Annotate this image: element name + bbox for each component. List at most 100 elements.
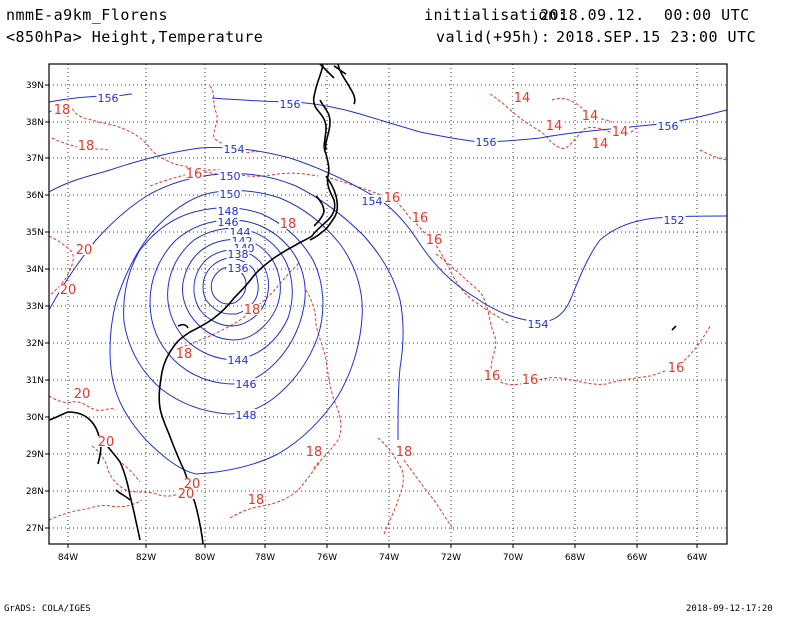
lat-tick-label: 28N: [26, 487, 44, 497]
temperature-contour-label-bg: [667, 362, 685, 373]
temperature-contour-20-south: [49, 499, 143, 521]
temperature-contour-label-bg: [521, 374, 539, 385]
height-contour-label-bg: [230, 235, 254, 246]
height-contour-label-bg: [218, 188, 242, 199]
temperature-contour-label-bg: [177, 488, 195, 499]
temperature-contour-label: 14: [546, 119, 563, 134]
temperature-contour-18-east-offshore: [305, 289, 342, 471]
valid-label: valid(+95h):: [436, 28, 551, 46]
tampa-bay: [115, 489, 131, 501]
lat-tick-label: 33N: [26, 302, 44, 312]
lon-tick-label: 80W: [195, 553, 215, 563]
temperature-contour-18-west: [49, 235, 74, 297]
gulf-coast: [49, 411, 102, 465]
height-contour-label: 156: [658, 120, 679, 133]
temperature-contour-label: 16: [522, 373, 539, 388]
temperature-contour-label-bg: [185, 168, 203, 179]
height-contour-label-bg: [232, 242, 256, 253]
lon-tick-label: 72W: [441, 553, 461, 563]
temperature-contour-20-florida-w: [49, 395, 117, 411]
temperature-contour-label-bg: [175, 348, 193, 359]
temperature-contour-label-bg: [383, 192, 401, 203]
temperature-contour-label-bg: [483, 370, 501, 381]
height-contour-label-bg: [656, 120, 680, 131]
lat-tick-label: 36N: [26, 191, 44, 201]
temperature-contour-label: 18: [306, 445, 323, 460]
height-contour-label-bg: [216, 216, 240, 227]
height-contour-label-bg: [216, 205, 240, 216]
lat-tick-label: 39N: [26, 81, 44, 91]
height-contour-138: [202, 257, 259, 315]
height-contour-label-bg: [226, 248, 250, 259]
height-contour-label-bg: [234, 378, 258, 389]
height-contour-label: 152: [664, 214, 685, 227]
height-contour-label-bg: [360, 195, 384, 206]
outer-banks: [309, 175, 339, 241]
height-contour-label-bg: [96, 92, 120, 103]
height-contour-label: 144: [228, 354, 249, 367]
temperature-contour-label-bg: [53, 104, 71, 115]
temperature-contour-label: 18: [244, 303, 261, 318]
temperature-contour-label-bg: [591, 138, 609, 149]
temperature-contour-label-bg: [243, 304, 261, 315]
temperature-contour-label-bg: [411, 212, 429, 223]
temperature-contour-label-bg: [513, 92, 531, 103]
temperature-contour-label: 16: [668, 361, 685, 376]
temperature-contour-label-bg: [545, 120, 563, 131]
height-contour-label-bg: [278, 98, 302, 109]
lat-tick-label: 37N: [26, 154, 44, 164]
temperature-contour-label: 14: [514, 91, 531, 106]
height-contour-label: 148: [218, 205, 239, 218]
plot-frame: [48, 63, 728, 545]
temperature-contour-label-bg: [59, 284, 77, 295]
temperature-contour-18-se: [403, 459, 455, 531]
temperature-contour-18-north: [49, 105, 233, 177]
lon-tick-label: 82W: [136, 553, 156, 563]
lat-tick-label: 31N: [26, 376, 44, 386]
height-contour-label-bg: [226, 262, 250, 273]
height-contour-label: 146: [218, 216, 239, 229]
lat-tick-label: 38N: [26, 118, 44, 128]
init-label: initialisation:: [424, 6, 567, 24]
temperature-contour-label-bg: [395, 446, 413, 457]
temperature-contour-label-bg: [77, 140, 95, 151]
temperature-contour-20-se: [229, 461, 321, 519]
height-contour-label: 154: [224, 143, 245, 156]
gulf-coast-2: [105, 443, 141, 541]
coastline: [49, 64, 677, 544]
temperature-contour-14-far-east: [699, 149, 727, 161]
height-contour-label-bg: [662, 214, 686, 225]
height-contour-150: [109, 190, 363, 475]
height-contour-label-bg: [526, 318, 550, 329]
temperature-contour-label: 16: [384, 191, 401, 206]
lon-tick-label: 66W: [627, 553, 647, 563]
temperature-contour-label-bg: [279, 218, 297, 229]
temperature-contour-label-bg: [183, 478, 201, 489]
island-east: [671, 325, 677, 331]
valid-value: 2018.SEP.15 23:00 UTC: [556, 28, 757, 46]
temperature-contour-label: 18: [280, 217, 297, 232]
height-contour-label: 138: [228, 248, 249, 261]
height-contour-label-bg: [228, 226, 252, 237]
temperature-contour-label-bg: [97, 436, 115, 447]
lat-tick-label: 34N: [26, 265, 44, 275]
height-contour-label: 156: [98, 92, 119, 105]
height-contour-label: 154: [528, 318, 549, 331]
lat-tick-label: 27N: [26, 524, 44, 534]
lon-tick-label: 84W: [58, 553, 78, 563]
height-contour-label: 156: [476, 136, 497, 149]
temperature-contour-label: 16: [412, 211, 429, 226]
temperature-contour-label: 20: [76, 243, 93, 258]
temperature-contour-label: 16: [484, 369, 501, 384]
grads-credit: GrADS: COLA/IGES: [4, 604, 91, 614]
axis-tick-labels: 39N 38N 37N 36N 35N 34N 33N 32N 31N 30N 29N 28N 27N 8…: [26, 81, 707, 563]
height-contour-154: [49, 147, 727, 323]
height-contour-label: 148: [236, 409, 257, 422]
temperature-contour-label: 20: [74, 387, 91, 402]
chesapeake-bay: [319, 99, 331, 151]
init-value: 2018.09.12. 00:00 UTC: [540, 6, 750, 24]
lat-tick-label: 29N: [26, 450, 44, 460]
lon-tick-label: 74W: [379, 553, 399, 563]
temperature-contour-label: 14: [582, 109, 599, 124]
lon-tick-label: 64W: [687, 553, 707, 563]
